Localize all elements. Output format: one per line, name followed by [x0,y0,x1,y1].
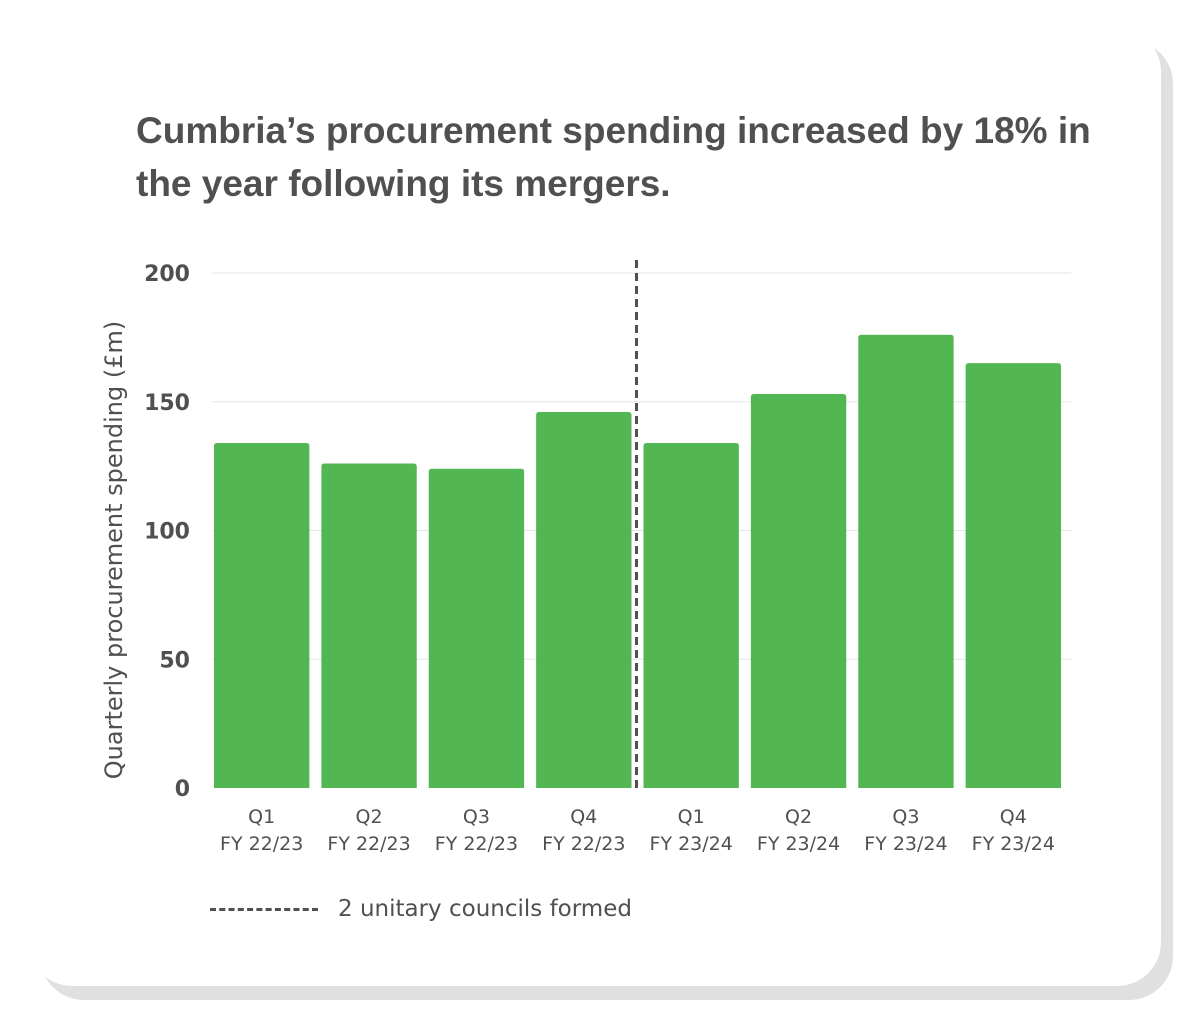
bar [321,463,417,788]
legend: 2 unitary councils formed [210,896,632,922]
bar [965,363,1061,788]
x-tick-label-quarter: Q2 [785,806,812,828]
legend-label: 2 unitary councils formed [338,896,632,922]
bar [858,334,954,788]
y-tick-label: 100 [144,520,190,545]
bar [536,412,632,788]
x-tick-label-quarter: Q2 [356,806,383,828]
y-tick-label: 150 [144,391,190,416]
y-tick-label: 200 [144,262,190,287]
x-tick-label-year: FY 23/24 [757,833,840,855]
bar [214,442,310,788]
x-tick-label-year: FY 23/24 [864,833,947,855]
y-tick-label: 50 [159,648,190,673]
x-tick-label-quarter: Q4 [1000,806,1027,828]
x-tick-label-quarter: Q1 [678,806,705,828]
x-tick-label-year: FY 22/23 [220,833,303,855]
bar [428,468,525,788]
legend-dashed-line [210,907,318,911]
y-axis-label: Quarterly procurement spending (£m) [100,321,128,779]
x-tick-label-year: FY 23/24 [972,833,1055,855]
bar [750,394,847,788]
x-tick-label-quarter: Q3 [892,806,919,828]
x-tick-label-quarter: Q1 [248,806,275,828]
x-tick-label-year: FY 23/24 [650,833,733,855]
x-tick-label-year: FY 22/23 [327,833,410,855]
chart-title: Cumbria’s procurement spending increased… [136,110,1091,204]
x-tick-label-quarter: Q3 [463,806,490,828]
x-tick-label-quarter: Q4 [570,806,597,828]
x-tick-label-year: FY 22/23 [435,833,518,855]
y-tick-label: 0 [175,777,190,802]
x-tick-label-year: FY 22/23 [542,833,625,855]
bar [643,442,739,788]
